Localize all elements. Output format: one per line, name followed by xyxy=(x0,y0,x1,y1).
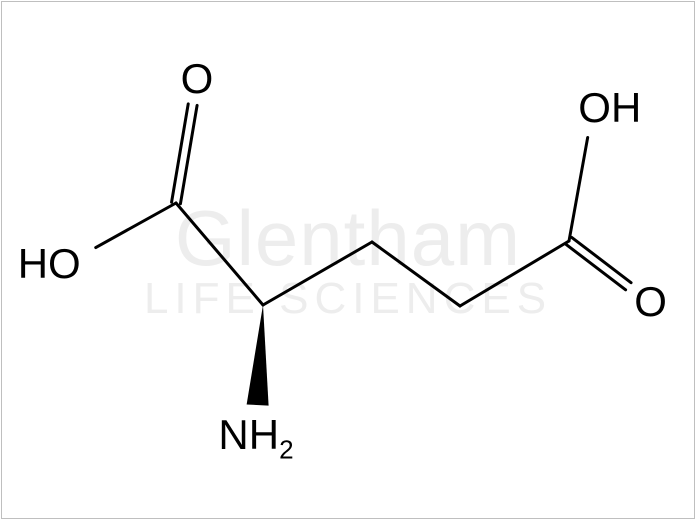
atom-label-o1: O xyxy=(181,58,214,100)
atom-label-oh1: HO xyxy=(18,243,81,285)
atom-label-o2: O xyxy=(634,281,667,323)
atom-label-n1: NH2 xyxy=(218,414,293,456)
atom-label-oh2: OH xyxy=(578,87,641,129)
molecule-bonds xyxy=(0,0,696,520)
